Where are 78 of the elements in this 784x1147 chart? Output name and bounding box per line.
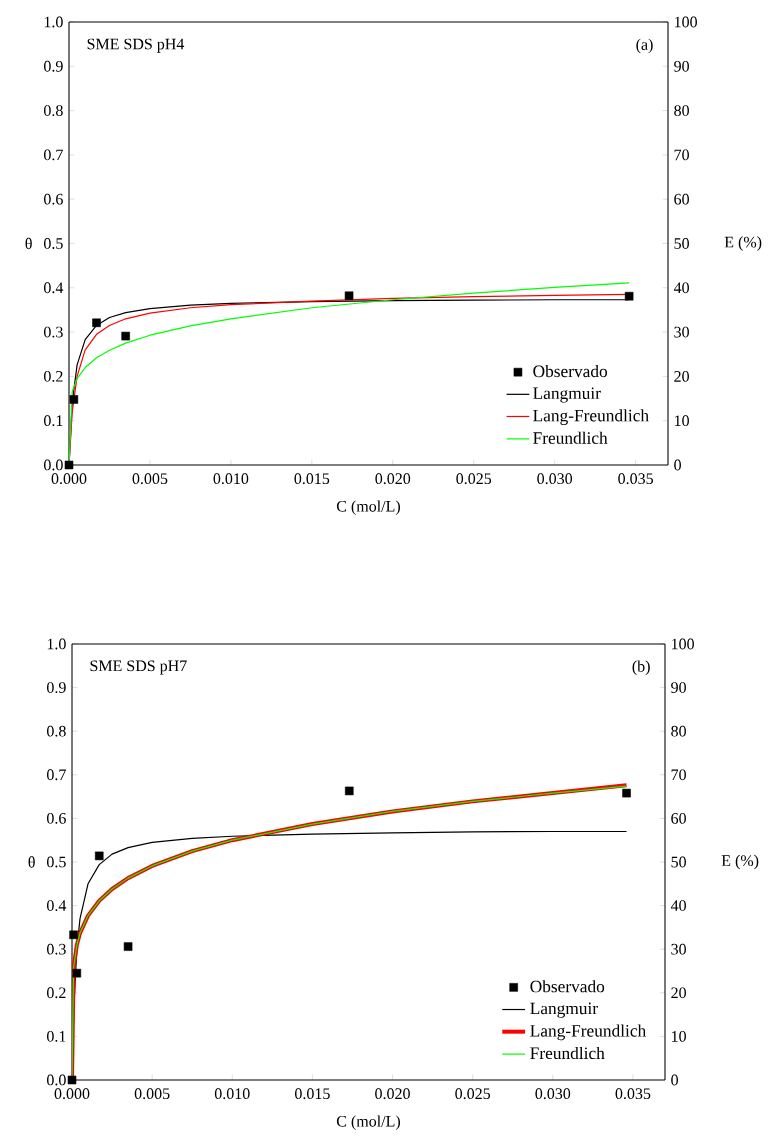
y2-tick-label: 20 bbox=[674, 371, 689, 382]
legend-label: Lang-Freundlich bbox=[530, 1024, 646, 1041]
y-tick-label: 0.1 bbox=[44, 415, 63, 427]
x-tick-label: 0.010 bbox=[213, 473, 249, 485]
annotation: (a) bbox=[636, 38, 653, 54]
y-tick-label: 0.4 bbox=[44, 282, 64, 294]
legend-label: Langmuir bbox=[533, 387, 601, 403]
y-tick-label: 0.7 bbox=[44, 149, 63, 161]
y2-tick-label: 70 bbox=[674, 149, 689, 161]
y2-tick-label: 80 bbox=[674, 105, 689, 116]
annotation: (b) bbox=[632, 660, 650, 675]
x-tick-label: 0.000 bbox=[51, 473, 87, 485]
y-axis-title: θ bbox=[25, 237, 32, 250]
x-tick-label: 0.010 bbox=[214, 1088, 250, 1100]
y2-axis-title: E (%) bbox=[724, 236, 762, 251]
y2-tick-label: 100 bbox=[672, 638, 694, 650]
y-tick-label: 0.2 bbox=[44, 370, 63, 382]
legend-label: Observado bbox=[530, 980, 605, 993]
y2-tick-label: 30 bbox=[674, 326, 689, 338]
y-tick-label: 0.5 bbox=[44, 238, 63, 249]
y2-tick-label: 50 bbox=[674, 238, 689, 249]
y-tick-label: 0.9 bbox=[44, 60, 63, 72]
y2-tick-label: 10 bbox=[675, 415, 689, 427]
legend-label: Observado bbox=[533, 364, 608, 378]
x-tick-label: 0.005 bbox=[134, 1088, 170, 1100]
legend-label: Freundlich bbox=[533, 431, 608, 444]
x-tick-label: 0.030 bbox=[535, 1088, 571, 1100]
y2-tick-label: 60 bbox=[674, 193, 689, 205]
y-tick-label: 1.0 bbox=[44, 16, 63, 28]
x-tick-label: 0.020 bbox=[375, 1088, 410, 1100]
y-tick-label: 0.4 bbox=[47, 900, 67, 912]
y-tick-label: 0.5 bbox=[47, 856, 66, 868]
y2-tick-label: 50 bbox=[671, 856, 686, 868]
annotation: SME SDS pH7 bbox=[90, 660, 187, 675]
y2-tick-label: 80 bbox=[671, 725, 686, 737]
y-tick-label: 0.3 bbox=[47, 943, 66, 955]
y2-tick-label: 30 bbox=[671, 943, 686, 955]
x-tick-label: 0.005 bbox=[132, 473, 168, 485]
y-tick-label: 0.2 bbox=[47, 987, 66, 999]
y2-tick-label: 10 bbox=[672, 1030, 686, 1042]
y-tick-label: 0.0 bbox=[47, 1074, 66, 1086]
x-tick-label: 0.020 bbox=[375, 473, 411, 485]
x-tick-label: 0.030 bbox=[537, 473, 573, 485]
y2-axis-title: E (%) bbox=[721, 854, 759, 870]
x-tick-label: 0.015 bbox=[295, 1088, 330, 1100]
x-axis-title: C (mol/L) bbox=[336, 500, 400, 515]
x-tick-label: 0.035 bbox=[615, 1088, 651, 1100]
y2-tick-label: 90 bbox=[671, 682, 686, 693]
y-tick-label: 0.0 bbox=[44, 459, 63, 471]
y2-tick-label: 0 bbox=[671, 1074, 678, 1086]
y2-tick-label: 100 bbox=[675, 16, 697, 28]
y-tick-label: 0.9 bbox=[47, 682, 66, 694]
y-tick-label: 0.3 bbox=[44, 326, 63, 338]
y2-tick-label: 0 bbox=[674, 459, 681, 471]
y-tick-label: 1.0 bbox=[47, 638, 66, 650]
x-tick-label: 0.015 bbox=[294, 473, 330, 485]
annotation: SME SDS pH4 bbox=[87, 38, 185, 53]
y-tick-label: 0.7 bbox=[47, 769, 66, 781]
x-tick-label: 0.025 bbox=[455, 1088, 491, 1100]
y-tick-label: 0.6 bbox=[47, 812, 66, 824]
y2-tick-label: 20 bbox=[671, 987, 686, 999]
legend-label: Freundlich bbox=[530, 1046, 605, 1060]
legend-label: Langmuir bbox=[530, 1002, 598, 1018]
y2-tick-label: 60 bbox=[671, 813, 686, 824]
y-tick-label: 0.1 bbox=[47, 1030, 66, 1042]
y2-tick-label: 40 bbox=[673, 282, 689, 294]
x-tick-label: 0.035 bbox=[618, 473, 653, 485]
y-tick-label: 0.8 bbox=[44, 105, 63, 117]
legend-label: Lang-Freundlich bbox=[533, 409, 649, 426]
y-axis-title: θ bbox=[28, 856, 35, 868]
y2-tick-label: 90 bbox=[674, 60, 689, 72]
x-axis-title: C (mol/L) bbox=[336, 1115, 401, 1130]
y-tick-label: 0.8 bbox=[47, 725, 66, 737]
y-tick-label: 0.6 bbox=[44, 193, 63, 205]
x-tick-label: 0.000 bbox=[54, 1088, 90, 1100]
y2-tick-label: 40 bbox=[670, 900, 686, 911]
y2-tick-label: 70 bbox=[671, 769, 686, 781]
x-tick-label: 0.025 bbox=[456, 473, 492, 485]
